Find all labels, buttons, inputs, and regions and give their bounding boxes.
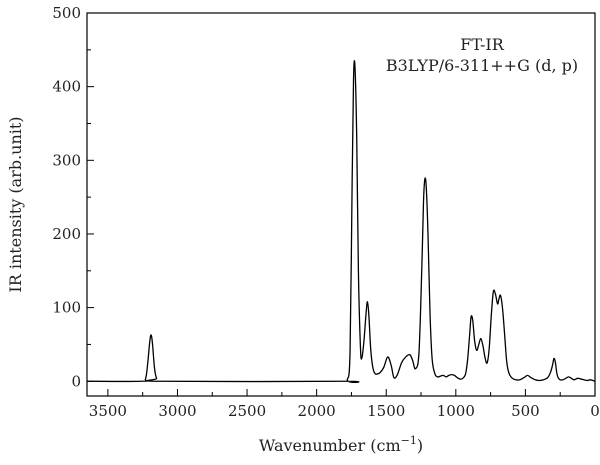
x-tick-label: 3500 [89,402,127,420]
spectrum-line [86,60,596,384]
y-tick-label: 200 [52,225,81,243]
x-tick-label: 1500 [367,402,405,420]
y-tick-label: 400 [52,78,81,96]
x-tick-label: 2000 [298,402,336,420]
plot-frame [86,12,596,397]
annotation-method: B3LYP/6-311++G (d, p) [386,56,578,75]
x-tick-label: 500 [511,402,540,420]
y-tick-label: 0 [71,372,81,390]
y-tick-label: 300 [52,151,81,169]
x-axis-title-main: Wavenumber (cm [259,436,401,455]
x-axis-title-close: ) [417,436,423,455]
x-axis-title-sup: −1 [401,434,417,447]
x-tick-label: 3000 [158,402,196,420]
x-axis: 3500 3000 2500 2000 1500 1000 500 0 [89,389,600,420]
annotation-ftir: FT-IR [460,35,504,54]
y-axis-title: IR intensity (arb.unit) [6,116,25,292]
x-tick-label: 1000 [437,402,475,420]
y-tick-label: 100 [52,299,81,317]
x-tick-label: 0 [590,402,600,420]
y-tick-label: 500 [52,4,81,22]
y-axis: 0 100 200 300 400 500 [52,4,94,390]
x-tick-label: 2500 [228,402,266,420]
x-axis-title: Wavenumber (cm−1) [259,434,423,455]
